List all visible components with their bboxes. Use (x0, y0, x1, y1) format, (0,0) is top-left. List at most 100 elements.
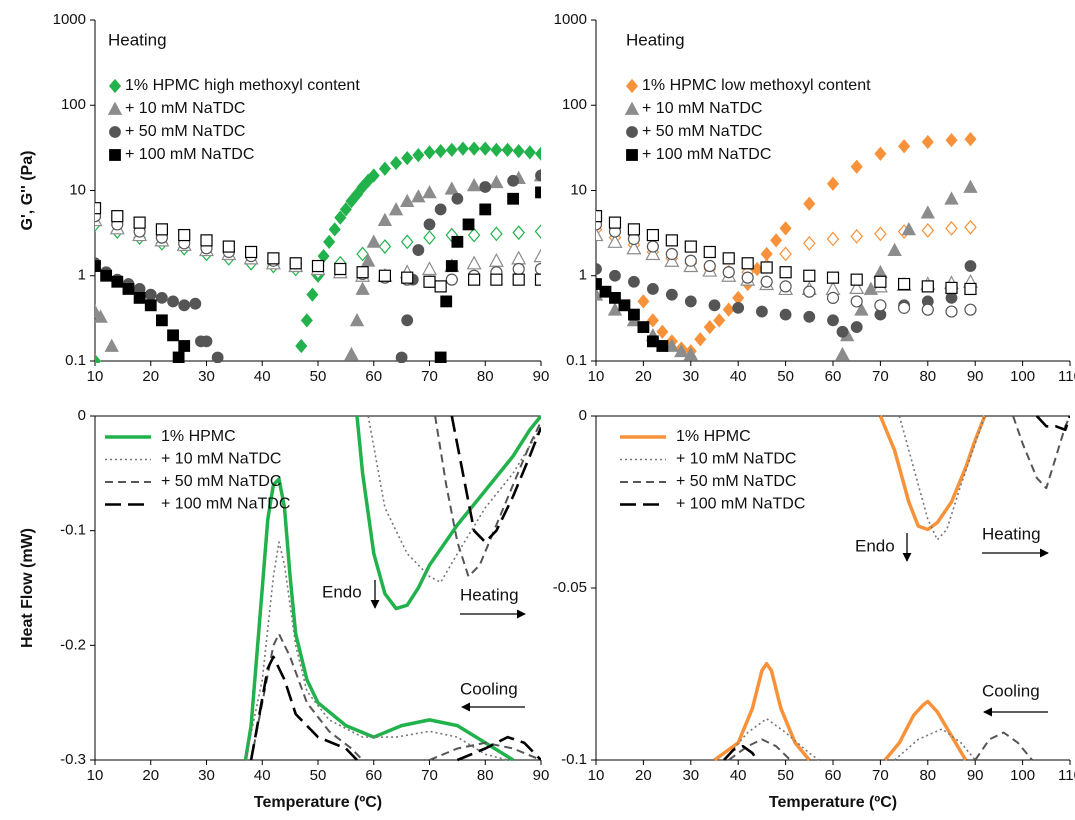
marker-point (637, 321, 650, 333)
marker-point (626, 126, 638, 138)
marker-point (95, 353, 102, 363)
marker-point (703, 259, 716, 273)
marker-point (339, 202, 352, 217)
marker-point (826, 231, 840, 247)
x-tick-label: 70 (872, 767, 889, 784)
x-tick-label: 80 (919, 368, 936, 385)
marker-point (732, 301, 745, 314)
y-tick-label: 10 (570, 181, 587, 198)
marker-point (964, 219, 977, 235)
marker-point (400, 234, 414, 250)
marker-point (803, 285, 816, 298)
y-tick-label: -0.1 (561, 751, 587, 768)
x-tick-label: 20 (142, 767, 159, 784)
marker-point (945, 305, 958, 318)
marker-point (945, 132, 958, 148)
marker-point (850, 228, 863, 244)
data-line (355, 414, 541, 611)
x-tick-label: 30 (198, 767, 215, 784)
marker-point (167, 329, 179, 342)
data-line (723, 744, 759, 761)
x-tick-label: 40 (730, 767, 747, 784)
x-tick-label: 60 (365, 767, 382, 784)
marker-point (624, 101, 640, 115)
marker-point (434, 280, 447, 293)
marker-point (109, 126, 121, 138)
marker-point (741, 271, 754, 284)
marker-point (694, 332, 707, 347)
marker-point (850, 159, 863, 174)
panel: 0 -0.05 -0.110 20 30 40 50 60 70 80 90 100 110 Temper… (553, 407, 1075, 811)
legend-label: 1% HPMC (161, 428, 236, 445)
plot-area (95, 141, 541, 363)
marker-point (456, 141, 469, 156)
marker-point (703, 245, 716, 259)
marker-point (178, 299, 191, 312)
marker-point (423, 218, 436, 231)
marker-point (534, 262, 541, 276)
x-tick-label: 60 (365, 368, 382, 385)
marker-point (628, 275, 640, 288)
marker-point (760, 261, 773, 274)
marker-point (722, 302, 735, 317)
legend-label: + 50 mM NaTDC (642, 123, 762, 140)
marker-point (656, 340, 669, 352)
marker-point (245, 245, 258, 259)
legend-label: + 100 mM NaTDC (125, 146, 254, 163)
legend-label: + 10 mM NaTDC (125, 100, 245, 117)
x-tick-label: 80 (919, 767, 936, 784)
marker-point (646, 283, 659, 295)
y-tick-label: 0 (579, 407, 587, 424)
marker-point (803, 269, 816, 282)
panel: 0 -0.1 -0.2 -0.310 20 30 40 50 60 70 80 90 Heat Flow… (19, 407, 549, 811)
legend-label: 1% HPMC (676, 428, 751, 445)
marker-point (534, 146, 541, 161)
y-tick-label: 1000 (554, 11, 587, 28)
x-axis-title: Temperature (ºC) (769, 794, 897, 811)
marker-point (100, 269, 113, 282)
x-tick-label: 30 (682, 767, 699, 784)
legend-label: + 10 mM NaTDC (642, 100, 762, 117)
marker-point (178, 228, 191, 242)
data-line (728, 731, 1033, 761)
marker-point (411, 189, 426, 203)
marker-point (596, 227, 604, 242)
marker-point (826, 271, 840, 284)
y-tick-label: 0.1 (65, 352, 86, 369)
marker-point (445, 260, 458, 272)
marker-point (874, 275, 887, 288)
data-line (450, 415, 541, 544)
y-tick-label: 1000 (53, 11, 86, 28)
marker-point (440, 295, 453, 308)
marker-point (826, 291, 840, 304)
x-tick-label: 90 (533, 368, 550, 385)
marker-point (144, 288, 157, 301)
data-line (713, 661, 968, 762)
marker-point (144, 299, 157, 312)
marker-point (849, 280, 865, 295)
marker-point (155, 291, 168, 304)
marker-point (596, 278, 602, 290)
legend-label: + 10 mM NaTDC (676, 451, 796, 468)
y-axis-title: G', G'' (Pa) (19, 151, 36, 231)
marker-point (451, 192, 464, 205)
marker-point (434, 203, 447, 216)
marker-point (628, 308, 640, 321)
x-tick-label: 110 (1058, 767, 1075, 784)
marker-point (378, 239, 392, 254)
marker-point (779, 221, 792, 236)
marker-point (665, 288, 678, 301)
data-line (243, 477, 515, 762)
marker-point (479, 181, 492, 193)
marker-point (901, 222, 917, 236)
panel: 0.111010010001020304050607080901001101% … (554, 11, 1075, 385)
marker-point (683, 346, 698, 361)
x-tick-label: 100 (1010, 767, 1035, 784)
legend-label: 1% HPMC low methoxyl content (642, 77, 871, 94)
marker-point (377, 212, 393, 226)
x-tick-label: 100 (1010, 368, 1035, 385)
marker-point (534, 273, 541, 286)
marker-point (803, 196, 816, 211)
marker-point (921, 223, 935, 238)
marker-point (334, 210, 347, 225)
